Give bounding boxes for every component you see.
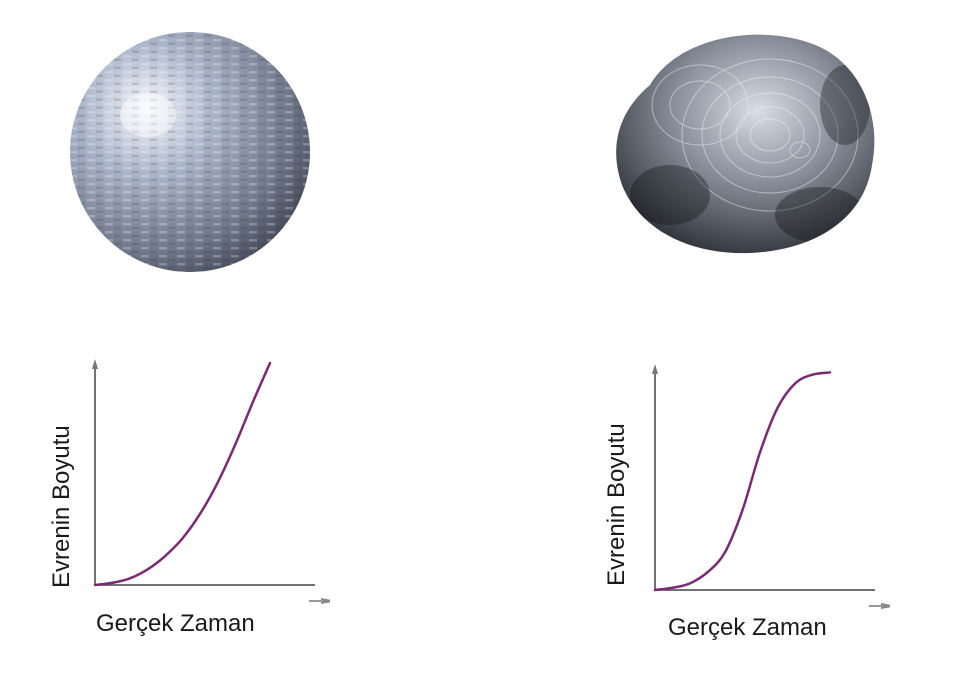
y-axis-arrow: [652, 364, 658, 374]
x-axis-arrow: [881, 603, 890, 609]
y-axis-arrow: [92, 359, 98, 369]
s-curve-chart: [652, 364, 890, 609]
exponential-chart: [92, 359, 330, 604]
x-axis-arrow: [321, 598, 330, 604]
y-axis-label: Evrenin Boyutu: [603, 423, 630, 586]
series-line-0: [93, 361, 272, 587]
x-axis-label: Gerçek Zaman: [96, 610, 255, 637]
x-axis-label: Gerçek Zaman: [668, 614, 827, 641]
rough-sphere-image: [616, 34, 875, 254]
y-axis-label: Evrenin Boyutu: [48, 425, 75, 588]
smooth-sphere-image: [70, 32, 310, 272]
series-line-0: [653, 371, 832, 592]
